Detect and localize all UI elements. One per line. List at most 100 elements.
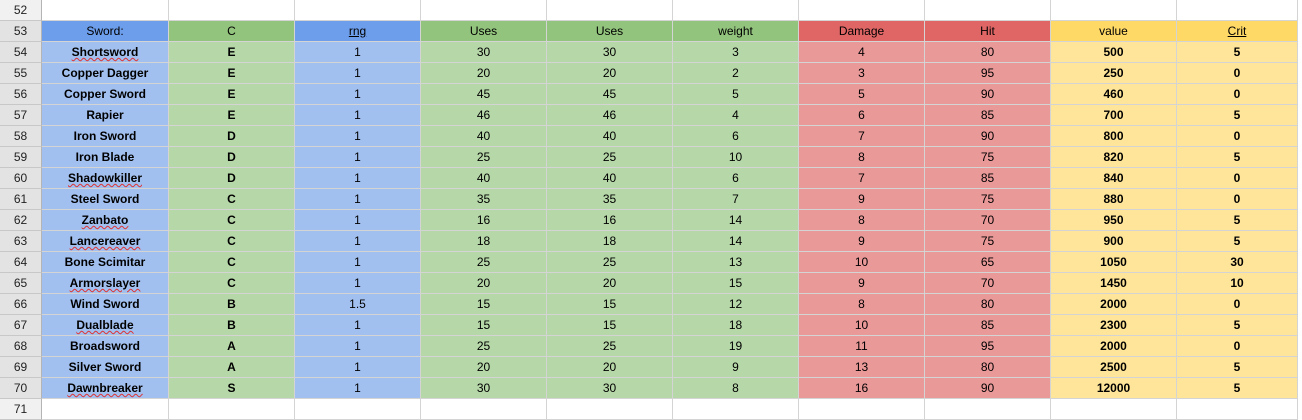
data-cell[interactable]: 5	[1177, 231, 1298, 252]
column-header-7[interactable]: Damage	[799, 21, 925, 42]
sword-name-cell[interactable]: Broadsword	[42, 336, 169, 357]
data-cell[interactable]: 5	[1177, 105, 1298, 126]
sword-name-cell[interactable]: Lancereaver	[42, 231, 169, 252]
data-cell[interactable]: 12	[673, 294, 799, 315]
data-cell[interactable]: 75	[925, 231, 1051, 252]
data-cell[interactable]: 9	[673, 357, 799, 378]
data-cell[interactable]: 5	[673, 84, 799, 105]
data-cell[interactable]: 18	[547, 231, 673, 252]
data-cell[interactable]: 46	[547, 105, 673, 126]
data-cell[interactable]: 0	[1177, 336, 1298, 357]
row-header[interactable]: 62	[0, 210, 42, 231]
data-cell[interactable]: 85	[925, 105, 1051, 126]
data-cell[interactable]: 45	[547, 84, 673, 105]
sword-name-cell[interactable]: Copper Dagger	[42, 63, 169, 84]
sword-name-cell[interactable]: Wind Sword	[42, 294, 169, 315]
data-cell[interactable]: 10	[1177, 273, 1298, 294]
cell-blank[interactable]	[42, 0, 169, 21]
data-cell[interactable]: 90	[925, 84, 1051, 105]
data-cell[interactable]: 9	[799, 189, 925, 210]
data-cell[interactable]: 8	[673, 378, 799, 399]
data-cell[interactable]: E	[169, 63, 295, 84]
data-cell[interactable]: 7	[799, 126, 925, 147]
data-cell[interactable]: 7	[799, 168, 925, 189]
data-cell[interactable]: 1	[295, 315, 421, 336]
data-cell[interactable]: 80	[925, 357, 1051, 378]
data-cell[interactable]: 14	[673, 231, 799, 252]
data-cell[interactable]: 13	[673, 252, 799, 273]
row-header[interactable]: 57	[0, 105, 42, 126]
data-cell[interactable]: 80	[925, 294, 1051, 315]
data-cell[interactable]: 18	[421, 231, 547, 252]
row-header[interactable]: 65	[0, 273, 42, 294]
data-cell[interactable]: 0	[1177, 189, 1298, 210]
data-cell[interactable]: 11	[799, 336, 925, 357]
sword-name-cell[interactable]: Rapier	[42, 105, 169, 126]
sword-name-cell[interactable]: Zanbato	[42, 210, 169, 231]
data-cell[interactable]: 75	[925, 189, 1051, 210]
data-cell[interactable]: E	[169, 105, 295, 126]
data-cell[interactable]: C	[169, 231, 295, 252]
data-cell[interactable]: 1	[295, 168, 421, 189]
cell-blank[interactable]	[169, 0, 295, 21]
data-cell[interactable]: 40	[547, 168, 673, 189]
data-cell[interactable]: C	[169, 252, 295, 273]
data-cell[interactable]: 85	[925, 168, 1051, 189]
data-cell[interactable]: C	[169, 189, 295, 210]
column-header-3[interactable]: rng	[295, 21, 421, 42]
row-header[interactable]: 67	[0, 315, 42, 336]
data-cell[interactable]: 1	[295, 357, 421, 378]
sword-name-cell[interactable]: Iron Blade	[42, 147, 169, 168]
data-cell[interactable]: 10	[799, 315, 925, 336]
data-cell[interactable]: 9	[799, 231, 925, 252]
data-cell[interactable]: 1450	[1051, 273, 1177, 294]
column-header-4[interactable]: Uses	[421, 21, 547, 42]
data-cell[interactable]: E	[169, 84, 295, 105]
data-cell[interactable]: 1	[295, 231, 421, 252]
cell-blank[interactable]	[799, 0, 925, 21]
sword-name-cell[interactable]: Shadowkiller	[42, 168, 169, 189]
data-cell[interactable]: 90	[925, 126, 1051, 147]
row-header[interactable]: 63	[0, 231, 42, 252]
data-cell[interactable]: 3	[673, 42, 799, 63]
data-cell[interactable]: 46	[421, 105, 547, 126]
data-cell[interactable]: 90	[925, 378, 1051, 399]
sword-name-cell[interactable]: Steel Sword	[42, 189, 169, 210]
data-cell[interactable]: 30	[421, 378, 547, 399]
cell-blank[interactable]	[925, 0, 1051, 21]
data-cell[interactable]: A	[169, 357, 295, 378]
data-cell[interactable]: 1	[295, 378, 421, 399]
data-cell[interactable]: B	[169, 315, 295, 336]
data-cell[interactable]: 14	[673, 210, 799, 231]
data-cell[interactable]: 19	[673, 336, 799, 357]
data-cell[interactable]: 1	[295, 147, 421, 168]
data-cell[interactable]: 20	[421, 273, 547, 294]
data-cell[interactable]: 15	[547, 294, 673, 315]
data-cell[interactable]: 30	[421, 42, 547, 63]
data-cell[interactable]: 1050	[1051, 252, 1177, 273]
data-cell[interactable]: 8	[799, 294, 925, 315]
row-header[interactable]: 70	[0, 378, 42, 399]
data-cell[interactable]: 15	[547, 315, 673, 336]
data-cell[interactable]: 5	[1177, 42, 1298, 63]
data-cell[interactable]: 10	[799, 252, 925, 273]
data-cell[interactable]: 1	[295, 105, 421, 126]
data-cell[interactable]: 250	[1051, 63, 1177, 84]
column-header-6[interactable]: weight	[673, 21, 799, 42]
data-cell[interactable]: 5	[799, 84, 925, 105]
data-cell[interactable]: 0	[1177, 126, 1298, 147]
data-cell[interactable]: 15	[421, 294, 547, 315]
data-cell[interactable]: 30	[547, 42, 673, 63]
data-cell[interactable]: 18	[673, 315, 799, 336]
cell-blank[interactable]	[421, 0, 547, 21]
data-cell[interactable]: 1	[295, 126, 421, 147]
data-cell[interactable]: 80	[925, 42, 1051, 63]
cell-blank[interactable]	[1051, 0, 1177, 21]
data-cell[interactable]: 880	[1051, 189, 1177, 210]
data-cell[interactable]: 40	[547, 126, 673, 147]
data-cell[interactable]: 20	[547, 273, 673, 294]
data-cell[interactable]: 8	[799, 210, 925, 231]
data-cell[interactable]: 5	[1177, 315, 1298, 336]
column-header-1[interactable]: Sword:	[42, 21, 169, 42]
data-cell[interactable]: 20	[421, 63, 547, 84]
